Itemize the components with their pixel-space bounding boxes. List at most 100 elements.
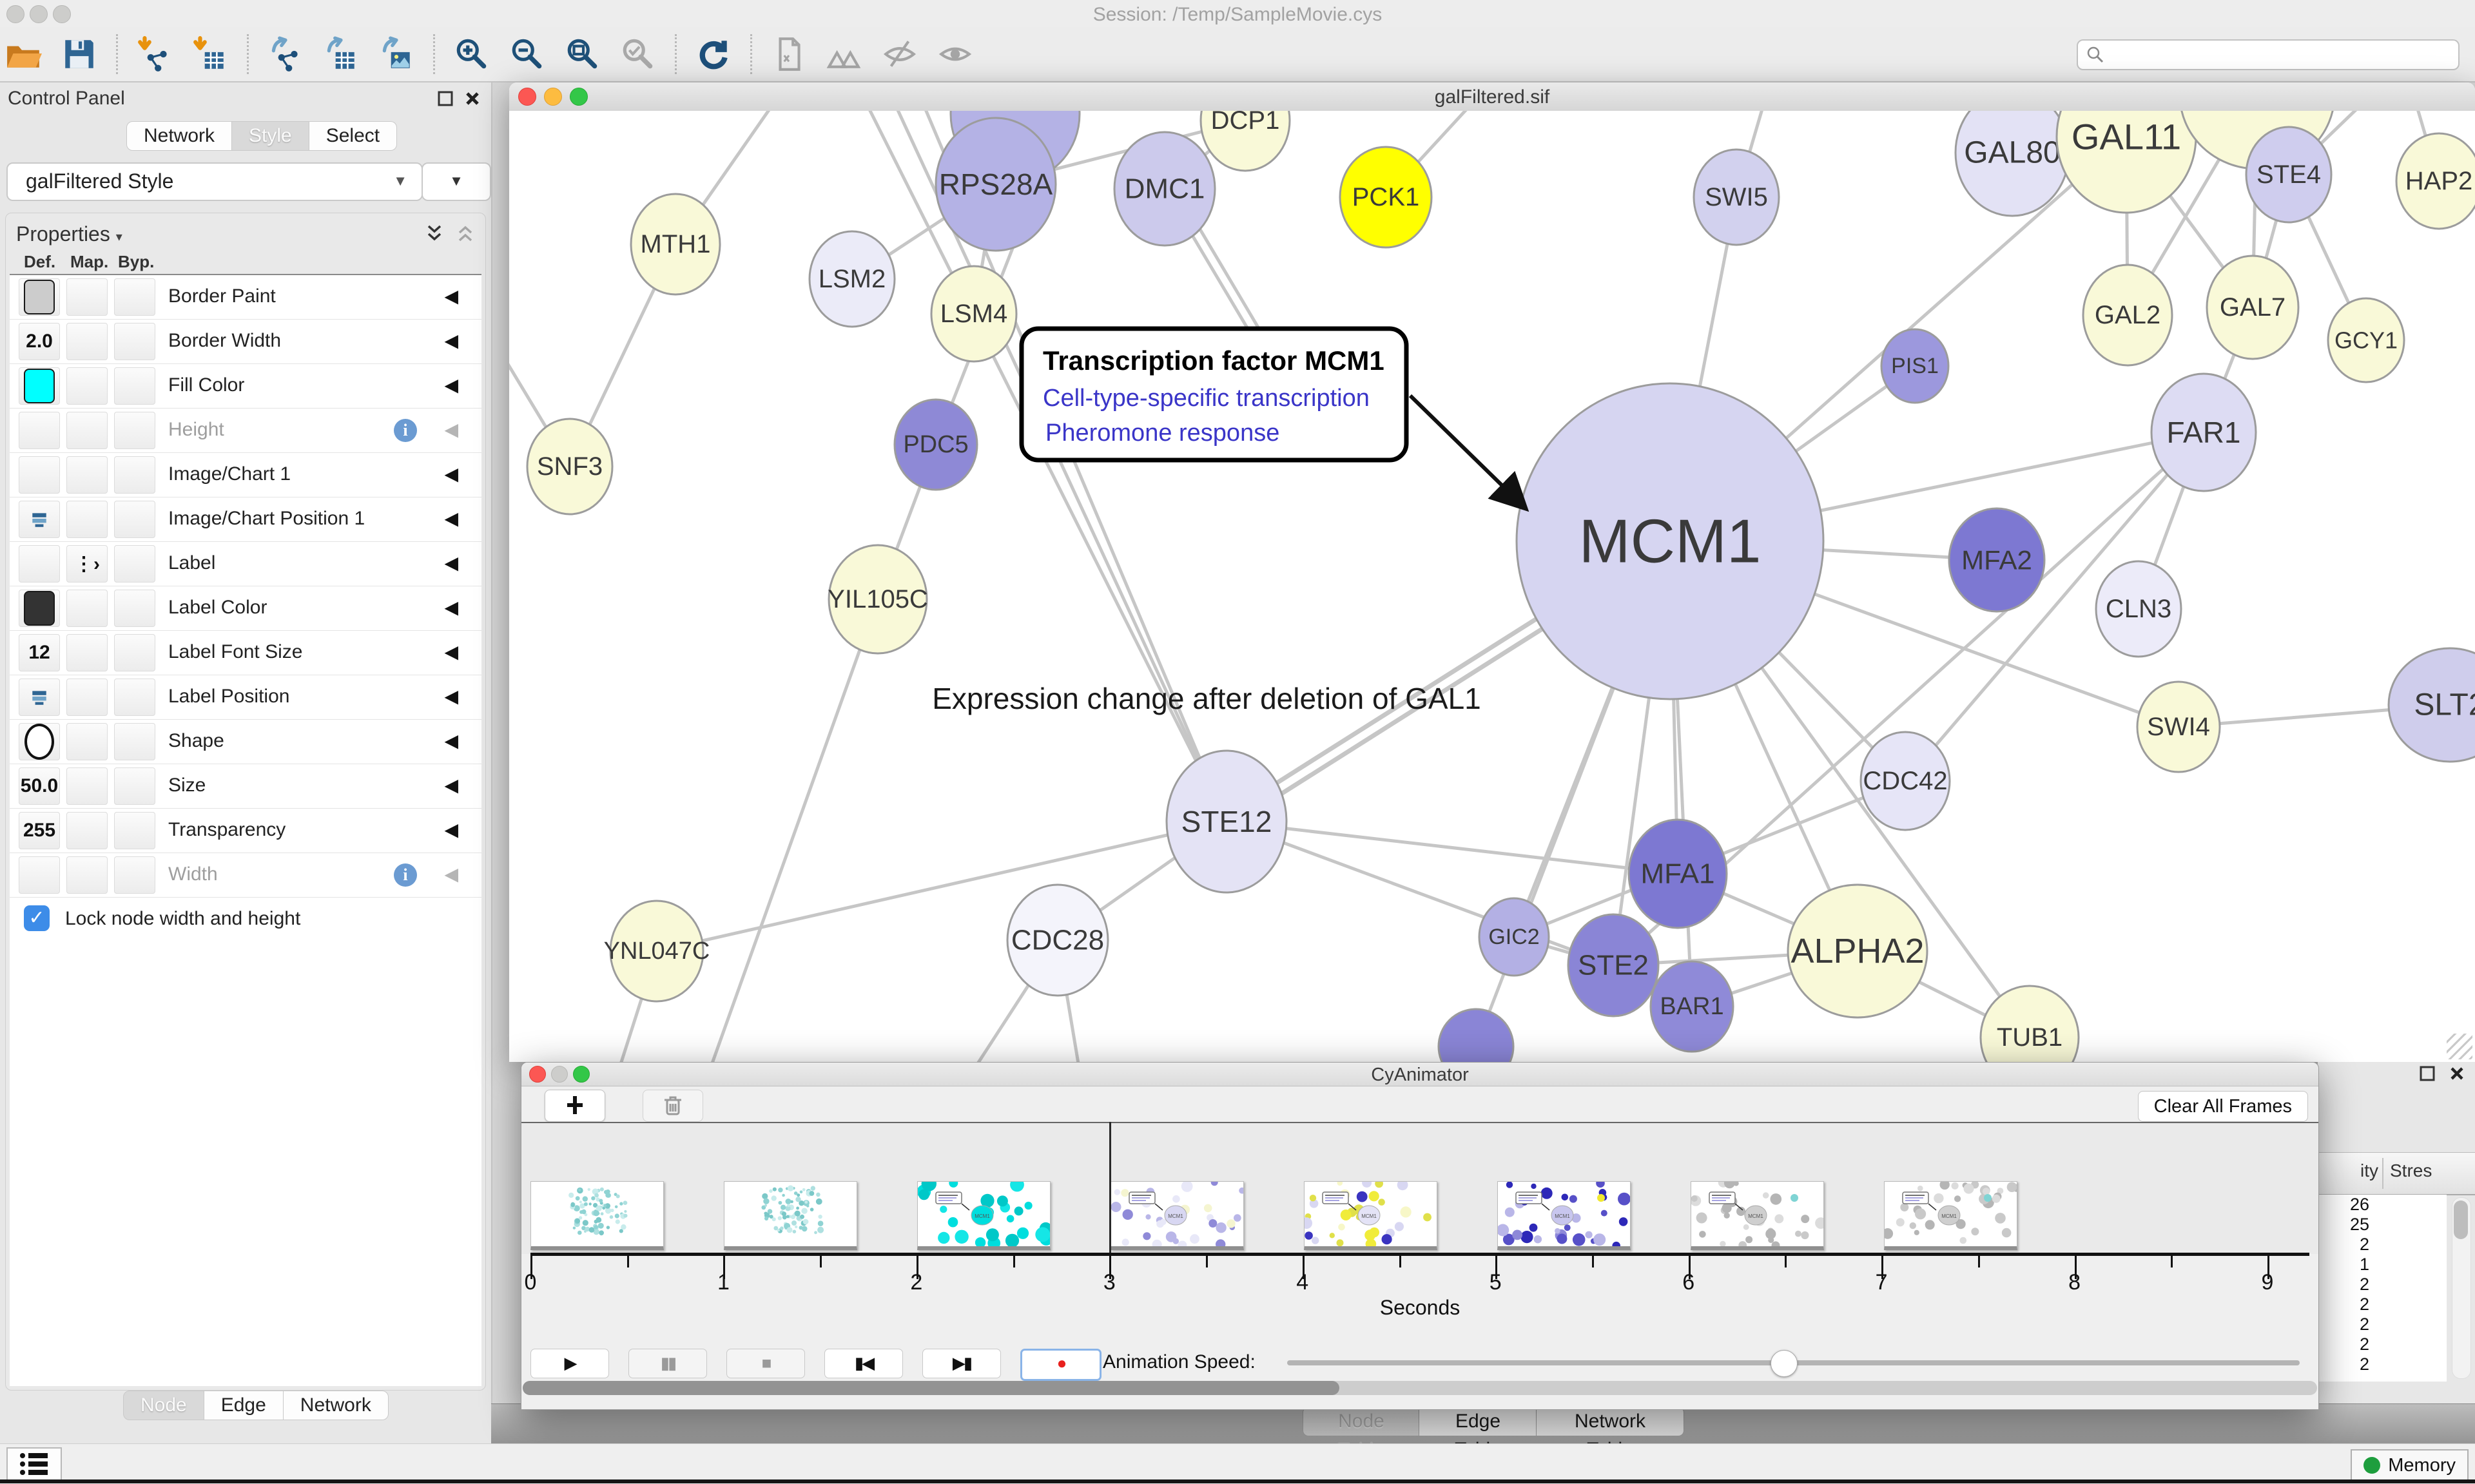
node-PCK1[interactable]: PCK1: [1340, 147, 1432, 247]
edge[interactable]: [703, 599, 878, 1062]
add-frame-button[interactable]: [545, 1090, 605, 1122]
collapse-row-icon[interactable]: ◀: [444, 285, 458, 307]
style-options-button[interactable]: ▼: [422, 162, 491, 201]
node-SNF3[interactable]: SNF3: [527, 419, 612, 514]
node-PIS1[interactable]: PIS1: [1881, 329, 1948, 403]
property-row-label[interactable]: ⋮›Label◀: [10, 542, 481, 586]
bypass-cell[interactable]: [114, 278, 155, 316]
slider-thumb[interactable]: [1771, 1350, 1798, 1377]
node-LSM2[interactable]: LSM2: [810, 231, 895, 327]
collapse-row-icon[interactable]: ◀: [444, 775, 458, 796]
scrollbar-thumb[interactable]: [523, 1381, 1339, 1395]
bypass-cell[interactable]: [114, 456, 155, 494]
show-panels-button[interactable]: [6, 1447, 62, 1482]
annotation-arrow[interactable]: [1410, 396, 1526, 509]
pause-button[interactable]: ▮▮: [628, 1349, 707, 1378]
frame-thumbnail-1s[interactable]: [724, 1181, 857, 1250]
collapse-row-icon[interactable]: ◀: [444, 863, 458, 885]
node-DMC1[interactable]: DMC1: [1114, 132, 1215, 246]
collapse-row-icon[interactable]: ◀: [444, 330, 458, 351]
export-table-icon[interactable]: [322, 35, 360, 73]
property-row-border-paint[interactable]: Border Paint◀: [10, 275, 481, 320]
zoom-in-icon[interactable]: [453, 35, 490, 73]
annotation-callout-box[interactable]: Transcription factor MCM1Cell-type-speci…: [1022, 329, 1406, 460]
property-row-fill-color[interactable]: Fill Color◀: [10, 364, 481, 409]
mapping-cell[interactable]: [66, 278, 108, 316]
collapse-row-icon[interactable]: ◀: [444, 374, 458, 396]
tab-select[interactable]: Select: [309, 121, 397, 151]
node-GCY1[interactable]: GCY1: [2328, 298, 2404, 382]
frame-thumbnail-4s[interactable]: MCM1: [1304, 1181, 1437, 1250]
export-network-icon[interactable]: [267, 35, 304, 73]
collapse-row-icon[interactable]: ◀: [444, 641, 458, 662]
default-value-cell[interactable]: [19, 545, 60, 583]
node-PDC5[interactable]: PDC5: [895, 400, 977, 490]
refresh-view-icon[interactable]: [695, 35, 732, 73]
bypass-cell[interactable]: [114, 323, 155, 360]
collapse-row-icon[interactable]: ◀: [444, 552, 458, 573]
default-value-cell[interactable]: [19, 679, 60, 716]
browser-tab-edge[interactable]: Edge: [204, 1391, 284, 1420]
node-GAL7[interactable]: GAL7: [2207, 256, 2298, 359]
mapping-cell[interactable]: ⋮›: [66, 545, 108, 583]
node-YIL105C[interactable]: YIL105C: [828, 545, 928, 653]
frame-thumbnail-5s[interactable]: MCM1: [1497, 1181, 1631, 1250]
clear-all-frames-button[interactable]: Clear All Frames: [2138, 1091, 2308, 1122]
mapping-cell[interactable]: [66, 679, 108, 716]
lock-size-checkbox[interactable]: ✓: [24, 905, 50, 931]
memory-button[interactable]: Memory: [2351, 1449, 2469, 1481]
mapping-cell[interactable]: [66, 856, 108, 894]
table-row[interactable]: 2: [2318, 1295, 2447, 1315]
node-MCM1[interactable]: MCM1: [1517, 383, 1823, 699]
node-SWI4[interactable]: SWI4: [2137, 682, 2220, 772]
close-panel-icon[interactable]: [463, 89, 482, 108]
search-input[interactable]: [2105, 43, 2458, 67]
table-row[interactable]: 25: [2318, 1215, 2447, 1235]
record-button[interactable]: ●: [1020, 1349, 1102, 1381]
table-row[interactable]: 2: [2318, 1335, 2447, 1354]
bypass-cell[interactable]: [114, 367, 155, 405]
node-GAL2[interactable]: GAL2: [2083, 265, 2172, 365]
node-YNL047C[interactable]: YNL047C: [604, 901, 710, 1001]
node-CDC42[interactable]: CDC42: [1861, 732, 1950, 830]
default-value-cell[interactable]: 2.0: [19, 323, 60, 360]
expand-all-icon[interactable]: [423, 222, 445, 244]
frame-thumbnail-7s[interactable]: MCM1: [1884, 1181, 2017, 1250]
table-row[interactable]: 2: [2318, 1275, 2447, 1295]
network-window-titlebar[interactable]: galFiltered.sif: [509, 82, 2475, 111]
table-row[interactable]: 1: [2318, 1255, 2447, 1275]
collapse-row-icon[interactable]: ◀: [444, 463, 458, 485]
timeline-horizontal-scrollbar[interactable]: [523, 1381, 2317, 1395]
default-value-cell[interactable]: 50.0: [19, 767, 60, 805]
collapse-row-icon[interactable]: ◀: [444, 686, 458, 707]
node-RPS28A[interactable]: RPS28A: [936, 118, 1056, 251]
float-panel-icon[interactable]: [436, 89, 455, 108]
node-STE12[interactable]: STE12: [1167, 751, 1286, 892]
bypass-cell[interactable]: [114, 634, 155, 671]
table-column-header[interactable]: ity: [2318, 1161, 2378, 1181]
node-MFA1[interactable]: MFA1: [1629, 820, 1727, 928]
properties-header[interactable]: Properties ▾: [16, 222, 122, 246]
table-vertical-scrollbar[interactable]: [2452, 1197, 2471, 1379]
tab-style[interactable]: Style: [232, 121, 309, 151]
previous-frame-button[interactable]: ▮◀: [824, 1349, 903, 1378]
node-BAR1[interactable]: BAR1: [1651, 961, 1733, 1052]
play-button[interactable]: ▶: [530, 1349, 609, 1378]
animation-speed-slider[interactable]: [1287, 1360, 2300, 1365]
frame-thumbnail-3s[interactable]: MCM1: [1111, 1181, 1244, 1250]
bypass-cell[interactable]: [114, 812, 155, 849]
frame-thumbnail-6s[interactable]: MCM1: [1691, 1181, 1824, 1250]
mapping-cell[interactable]: [66, 767, 108, 805]
mapping-cell[interactable]: [66, 323, 108, 360]
node-P-bottom[interactable]: [1439, 1009, 1513, 1062]
cyanimator-titlebar[interactable]: CyAnimator: [521, 1063, 2318, 1086]
node-CDC28[interactable]: CDC28: [1007, 885, 1108, 996]
node-MFA2[interactable]: MFA2: [1949, 508, 2044, 612]
node-SLT2[interactable]: SLT2: [2389, 648, 2475, 762]
import-table-file-icon[interactable]: [191, 35, 229, 73]
